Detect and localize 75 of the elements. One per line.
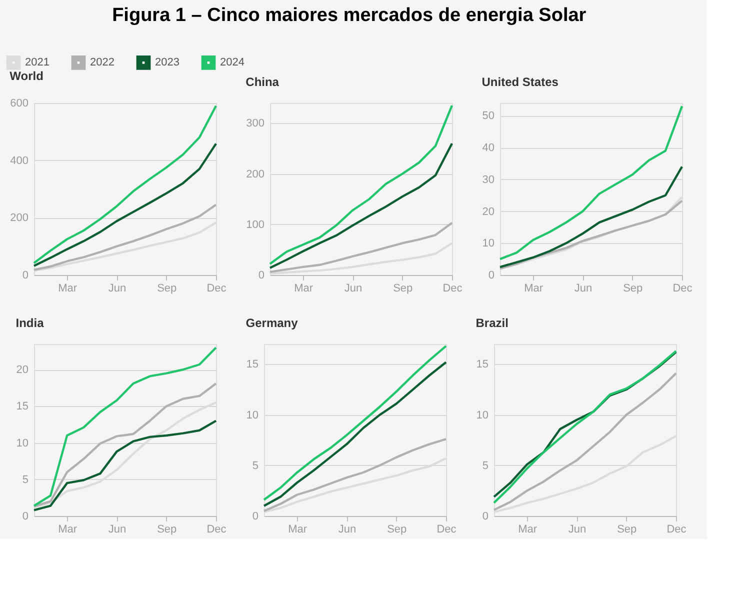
line-series bbox=[262, 438, 448, 512]
text: Figura 1 – Cinco maiores mercados de energia Solar bbox=[112, 5, 587, 26]
line-series bbox=[498, 166, 684, 268]
y-tick-label: 600 bbox=[10, 98, 28, 110]
x-tick-label: Mar bbox=[58, 524, 78, 536]
y-tick-label: 200 bbox=[10, 212, 28, 224]
line-series bbox=[32, 420, 218, 512]
x-tick-label: Dec bbox=[666, 524, 687, 536]
x-tick-label: Sep bbox=[157, 524, 177, 536]
y-tick-label: 30 bbox=[482, 174, 494, 186]
legend-label: 2024 bbox=[220, 56, 244, 69]
line-series bbox=[32, 204, 218, 271]
y-tick-label: 0 bbox=[482, 510, 488, 522]
chart-title: World bbox=[10, 69, 44, 83]
y-tick-label: 15 bbox=[16, 400, 28, 413]
y-tick-label: 0 bbox=[22, 510, 28, 522]
line-series bbox=[492, 372, 678, 512]
y-tick-label: 0 bbox=[22, 270, 28, 282]
y-tick-label: 200 bbox=[246, 168, 264, 180]
x-tick-label: Jun bbox=[574, 282, 592, 294]
x-tick-label: Jun bbox=[338, 524, 356, 536]
legend-label: 2023 bbox=[155, 56, 180, 69]
x-tick-label: Sep bbox=[393, 282, 413, 294]
line-series bbox=[498, 105, 684, 260]
x-tick-label: Dec bbox=[672, 282, 693, 294]
y-tick-label: 15 bbox=[246, 358, 258, 371]
legend-label: 2022 bbox=[90, 56, 114, 69]
y-tick-label: 10 bbox=[16, 437, 28, 450]
x-tick-label: Mar bbox=[524, 282, 544, 294]
y-tick-label: 5 bbox=[482, 460, 488, 472]
y-tick-label: 15 bbox=[476, 358, 488, 371]
x-tick-label: Sep bbox=[387, 524, 407, 536]
chart-title: United States bbox=[482, 75, 559, 89]
x-tick-label: Jun bbox=[344, 282, 362, 294]
y-tick-label: 5 bbox=[252, 460, 258, 472]
y-tick-label: 400 bbox=[10, 154, 28, 167]
line-series bbox=[32, 382, 218, 508]
chart-title: India bbox=[16, 316, 44, 330]
y-tick-label: 0 bbox=[258, 270, 264, 282]
line-series bbox=[268, 222, 454, 274]
y-tick-label: 50 bbox=[482, 110, 494, 122]
y-tick-label: 20 bbox=[16, 364, 28, 376]
chart-title: Germany bbox=[246, 316, 298, 330]
line-series bbox=[32, 346, 218, 507]
y-tick-label: 40 bbox=[482, 142, 494, 154]
y-tick-label: 10 bbox=[476, 409, 488, 422]
y-tick-label: 0 bbox=[488, 270, 494, 282]
x-tick-label: Jun bbox=[568, 524, 586, 536]
line-series bbox=[268, 142, 454, 270]
x-tick-label: Dec bbox=[442, 282, 463, 294]
line-series bbox=[32, 104, 218, 264]
line-series bbox=[268, 104, 454, 265]
x-tick-label: Dec bbox=[206, 524, 227, 536]
x-tick-label: Jun bbox=[108, 524, 126, 536]
x-tick-label: Sep bbox=[617, 524, 637, 536]
x-tick-label: Mar bbox=[288, 524, 308, 536]
x-tick-label: Mar bbox=[518, 524, 538, 536]
x-tick-label: Mar bbox=[294, 282, 314, 294]
y-tick-label: 20 bbox=[482, 206, 494, 218]
x-tick-label: Dec bbox=[206, 282, 227, 294]
y-tick-label: 5 bbox=[22, 474, 28, 486]
chart-title: China bbox=[246, 75, 280, 89]
line-series bbox=[32, 142, 218, 267]
chart-title: Brazil bbox=[476, 316, 508, 330]
y-tick-label: 10 bbox=[482, 238, 494, 250]
y-tick-label: 10 bbox=[246, 409, 258, 422]
x-tick-label: Sep bbox=[623, 282, 643, 294]
y-tick-label: 100 bbox=[246, 218, 264, 231]
y-tick-label: 0 bbox=[252, 510, 258, 522]
x-tick-label: Sep bbox=[157, 282, 177, 294]
y-tick-label: 300 bbox=[246, 118, 264, 130]
x-tick-label: Mar bbox=[58, 282, 78, 294]
legend-label: 2021 bbox=[25, 56, 50, 69]
x-tick-label: Dec bbox=[436, 524, 457, 536]
x-tick-label: Jun bbox=[108, 282, 126, 294]
